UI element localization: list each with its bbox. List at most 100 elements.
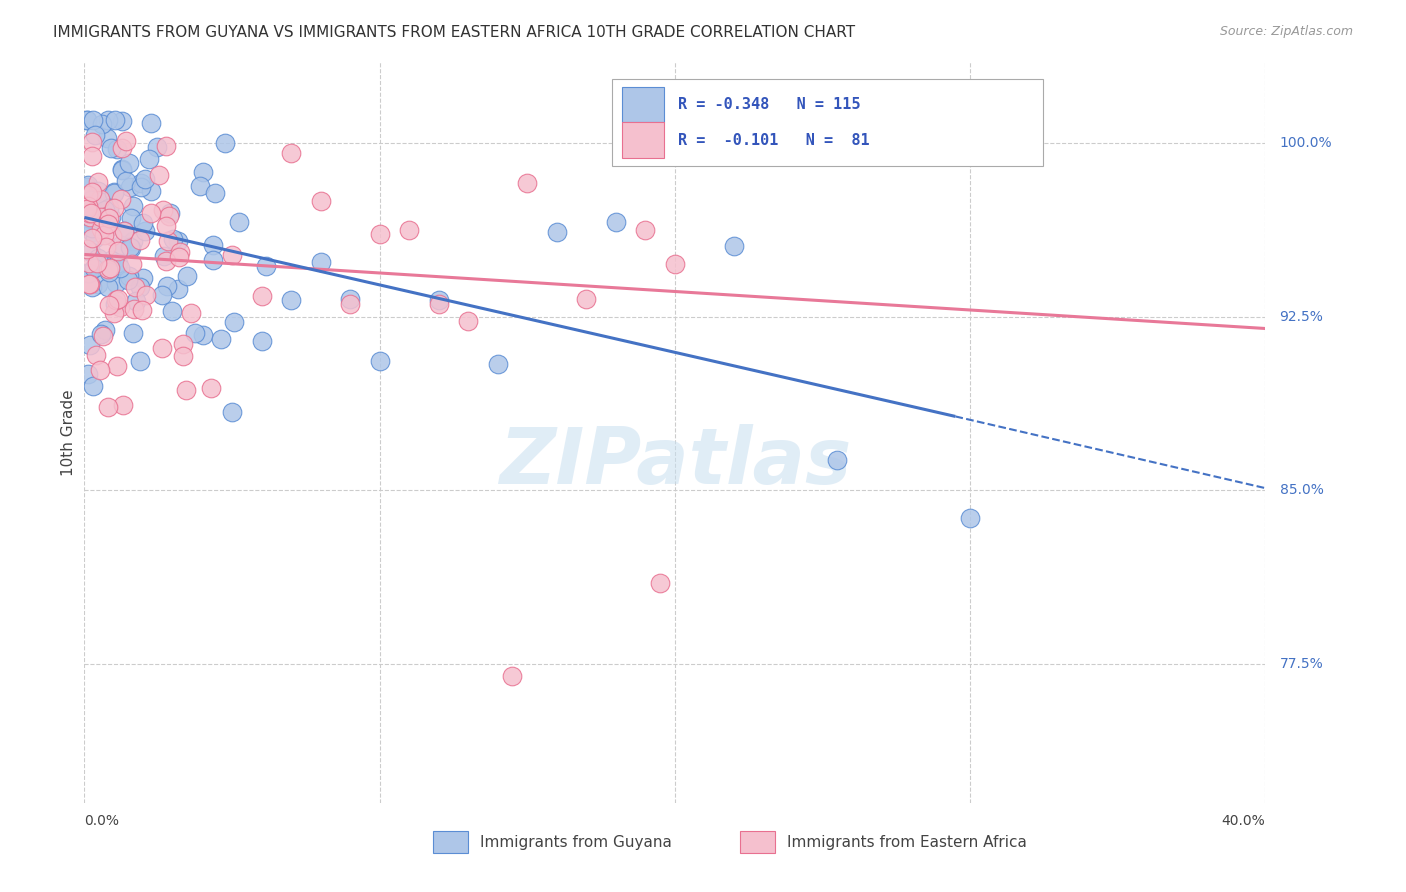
Point — [83, 261, 105, 276]
Point — [172, 337, 194, 351]
Point — [100, 140, 122, 154]
Text: Immigrants from Eastern Africa: Immigrants from Eastern Africa — [787, 835, 1026, 850]
Point — [97, 113, 120, 128]
Point — [132, 271, 155, 285]
Point — [112, 224, 135, 238]
Point — [103, 185, 125, 199]
Point — [309, 254, 332, 268]
Point — [172, 349, 194, 363]
Text: Immigrants from Guyana: Immigrants from Guyana — [479, 835, 672, 850]
Point — [141, 185, 163, 199]
Point — [90, 326, 112, 341]
Point — [97, 201, 120, 215]
Point — [97, 280, 120, 294]
Point — [107, 292, 129, 306]
Point — [309, 194, 332, 208]
Bar — [740, 831, 775, 853]
Point — [80, 206, 103, 220]
Point — [280, 145, 302, 160]
Point — [97, 400, 120, 414]
Point — [250, 334, 273, 349]
Point — [152, 202, 174, 217]
Point — [723, 239, 745, 253]
Point — [634, 223, 657, 237]
Text: 40.0%: 40.0% — [1222, 814, 1265, 828]
Point — [87, 175, 110, 189]
Point — [80, 244, 103, 259]
Point — [486, 357, 509, 371]
Point — [77, 266, 100, 280]
Point — [184, 326, 207, 340]
Point — [80, 220, 103, 235]
Point — [98, 260, 121, 275]
Point — [86, 255, 108, 269]
Point — [131, 179, 153, 194]
Point — [112, 398, 135, 412]
Point — [138, 152, 160, 166]
Point — [90, 194, 112, 209]
Point — [79, 338, 101, 352]
Text: 85.0%: 85.0% — [1279, 483, 1323, 498]
Point — [250, 288, 273, 302]
Point — [201, 252, 224, 267]
Point — [131, 176, 153, 190]
Point — [228, 215, 250, 229]
Point — [605, 215, 627, 229]
Point — [153, 250, 176, 264]
Point — [76, 267, 98, 281]
Point — [155, 138, 177, 153]
Point — [103, 201, 125, 215]
Point — [139, 206, 162, 220]
Point — [110, 300, 132, 314]
Point — [82, 230, 104, 244]
Point — [575, 293, 598, 307]
Point — [146, 140, 169, 154]
Point — [115, 134, 138, 148]
Point — [101, 229, 124, 244]
Point — [157, 210, 180, 224]
Point — [105, 142, 128, 156]
Point — [167, 282, 190, 296]
Point — [82, 379, 104, 393]
Point — [96, 215, 118, 229]
Point — [112, 224, 135, 238]
Point — [97, 201, 120, 215]
Point — [128, 280, 150, 294]
Text: R =  -0.101   N =  81: R = -0.101 N = 81 — [679, 133, 870, 148]
FancyBboxPatch shape — [612, 78, 1043, 166]
Point — [80, 149, 103, 163]
Point — [87, 277, 110, 291]
Point — [254, 259, 277, 273]
Point — [105, 276, 128, 290]
Point — [91, 329, 114, 343]
Point — [107, 256, 129, 270]
Point — [94, 240, 117, 254]
Point — [100, 211, 122, 225]
Text: 92.5%: 92.5% — [1279, 310, 1323, 324]
Point — [118, 156, 141, 170]
Point — [84, 347, 107, 361]
Point — [77, 256, 100, 270]
Text: 100.0%: 100.0% — [1279, 136, 1333, 151]
Point — [122, 235, 145, 249]
Point — [76, 202, 98, 217]
Point — [110, 238, 132, 252]
Point — [84, 230, 107, 244]
Text: ZIPatlas: ZIPatlas — [499, 425, 851, 500]
Point — [94, 323, 117, 337]
Point — [114, 174, 136, 188]
Point — [90, 116, 112, 130]
Point — [176, 269, 198, 284]
Point — [107, 244, 129, 259]
Point — [191, 327, 214, 342]
Point — [105, 359, 128, 373]
Point — [166, 234, 188, 248]
Point — [94, 259, 117, 273]
Point — [80, 185, 103, 199]
Point — [160, 304, 183, 318]
Point — [118, 180, 141, 194]
Point — [827, 453, 849, 467]
Point — [117, 273, 139, 287]
Point — [97, 217, 120, 231]
Point — [98, 298, 121, 312]
